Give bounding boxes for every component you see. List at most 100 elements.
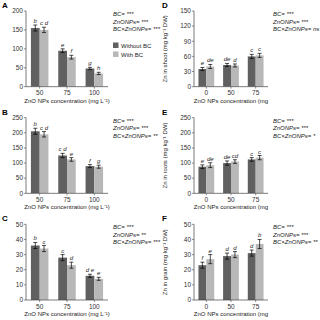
x-tick-label: 75 [252, 196, 260, 203]
error-bar [33, 128, 37, 134]
background [0, 0, 320, 320]
plot-area [198, 53, 263, 86]
plot-area [198, 239, 263, 300]
y-tick-label: 250 [180, 114, 191, 121]
panel-label: F [162, 214, 167, 223]
x-tick-label: 0 [205, 89, 209, 96]
bar [40, 134, 49, 193]
bar-letter: c [258, 149, 261, 155]
y-tick [192, 239, 194, 240]
y-tick-label: 100 [12, 159, 23, 166]
bar-letter: f [89, 158, 92, 164]
bar-letter: de [207, 57, 214, 63]
error-bar [33, 242, 37, 248]
x-tick-label: 75 [63, 89, 71, 96]
bar [206, 259, 214, 300]
legend-label: Without BC [121, 43, 152, 49]
error-bar [200, 165, 204, 169]
y-tick-label: 20 [16, 266, 24, 273]
bar-letter: b [34, 235, 38, 241]
y-tick [192, 163, 194, 164]
bar-letter: d [225, 246, 229, 252]
error-bar [208, 255, 212, 264]
panel: edecdecdc05010015020025005075ZnO NPs con… [162, 108, 316, 211]
legend-swatch [113, 43, 119, 49]
y-tick [24, 132, 26, 133]
y-axis [194, 11, 195, 87]
y-tick-label: 90 [184, 38, 192, 45]
y-tick [24, 147, 26, 148]
y-tick [24, 67, 26, 68]
stats-text: ZnONPs= *** [272, 232, 309, 238]
stats-text: ZnONPs= ** [112, 232, 147, 238]
y-tick-label: 0 [19, 190, 23, 197]
y-tick [24, 193, 26, 194]
stats-text: BC×ZnONPs= *** [113, 239, 161, 245]
error-bar [61, 153, 65, 157]
y-tick-label: 150 [12, 26, 23, 33]
bar [198, 167, 206, 194]
x-tick-label: 50 [36, 196, 44, 203]
panel: bcd ecde010203040505075100ZnO NPs concen… [2, 214, 161, 317]
y-tick-label: 20 [184, 266, 192, 273]
error-bar [88, 274, 92, 277]
y-tick [192, 254, 194, 255]
x-axis-label: ZnO NPs concentration (mg [194, 204, 268, 210]
bar-letter: e [70, 151, 74, 157]
panel: edecdedc030609012015005075ZnO NPs concen… [162, 1, 319, 104]
y-tick-label: 0 [187, 296, 191, 303]
y-tick-label: 0 [187, 190, 191, 197]
y-tick-label: 50 [184, 221, 192, 228]
error-bar [69, 262, 73, 268]
stats-text: ZnONPs= *** [112, 125, 149, 131]
bar [86, 69, 95, 87]
y-tick [192, 71, 194, 72]
bar-letter: c [250, 151, 253, 157]
bar [231, 255, 239, 300]
x-axis-label: ZnO NPs concentration (mg [194, 311, 268, 317]
stats-text: ZnONPs= *** [112, 19, 149, 25]
bar [67, 265, 76, 300]
stats-text: BC= *** [273, 224, 294, 230]
x-tick-label: 50 [227, 89, 235, 96]
bar-letter: c [61, 248, 64, 254]
bar-letter: e [201, 158, 205, 164]
stats-text: BC×ZnONPs= ** [273, 239, 318, 245]
error-bar [33, 25, 37, 31]
x-tick-label: 75 [252, 89, 260, 96]
panel-label: B [2, 108, 8, 117]
y-tick-label: 10 [184, 281, 192, 288]
bar-letter: f [71, 48, 74, 54]
y-tick-label: 30 [184, 68, 192, 75]
bar-letter: c [258, 46, 261, 52]
stats-text: ZnONPs= *** [272, 19, 309, 25]
bar-letter: g [97, 158, 101, 164]
bar-letter: de [224, 56, 231, 62]
error-bar [225, 63, 229, 66]
bar [206, 165, 214, 193]
bar-letter: e [61, 42, 65, 48]
y-tick-label: 50 [184, 174, 192, 181]
y-tick [192, 147, 194, 148]
bar-letter: g [88, 60, 92, 66]
y-tick-label: 30 [16, 251, 24, 258]
error-bar [208, 64, 212, 68]
y-tick [24, 48, 26, 49]
error-bar [97, 165, 101, 168]
y-tick-label: 60 [184, 53, 192, 60]
legend: Without BCWith BC [113, 43, 152, 58]
plot-area [31, 128, 103, 193]
error-bar [42, 132, 46, 137]
bar-letter: c d [40, 20, 49, 26]
x-tick-label: 50 [36, 303, 44, 310]
y-tick [24, 269, 26, 270]
bar-letter: b [258, 232, 262, 238]
error-bar [250, 54, 254, 58]
bar-letter: d [233, 57, 237, 63]
y-tick-label: 100 [180, 159, 191, 166]
bar [40, 249, 49, 300]
bar-letter: e [97, 270, 101, 276]
y-tick-label: 50 [16, 64, 24, 71]
x-tick-label: 75 [63, 196, 71, 203]
bar-letter: de [207, 156, 214, 162]
